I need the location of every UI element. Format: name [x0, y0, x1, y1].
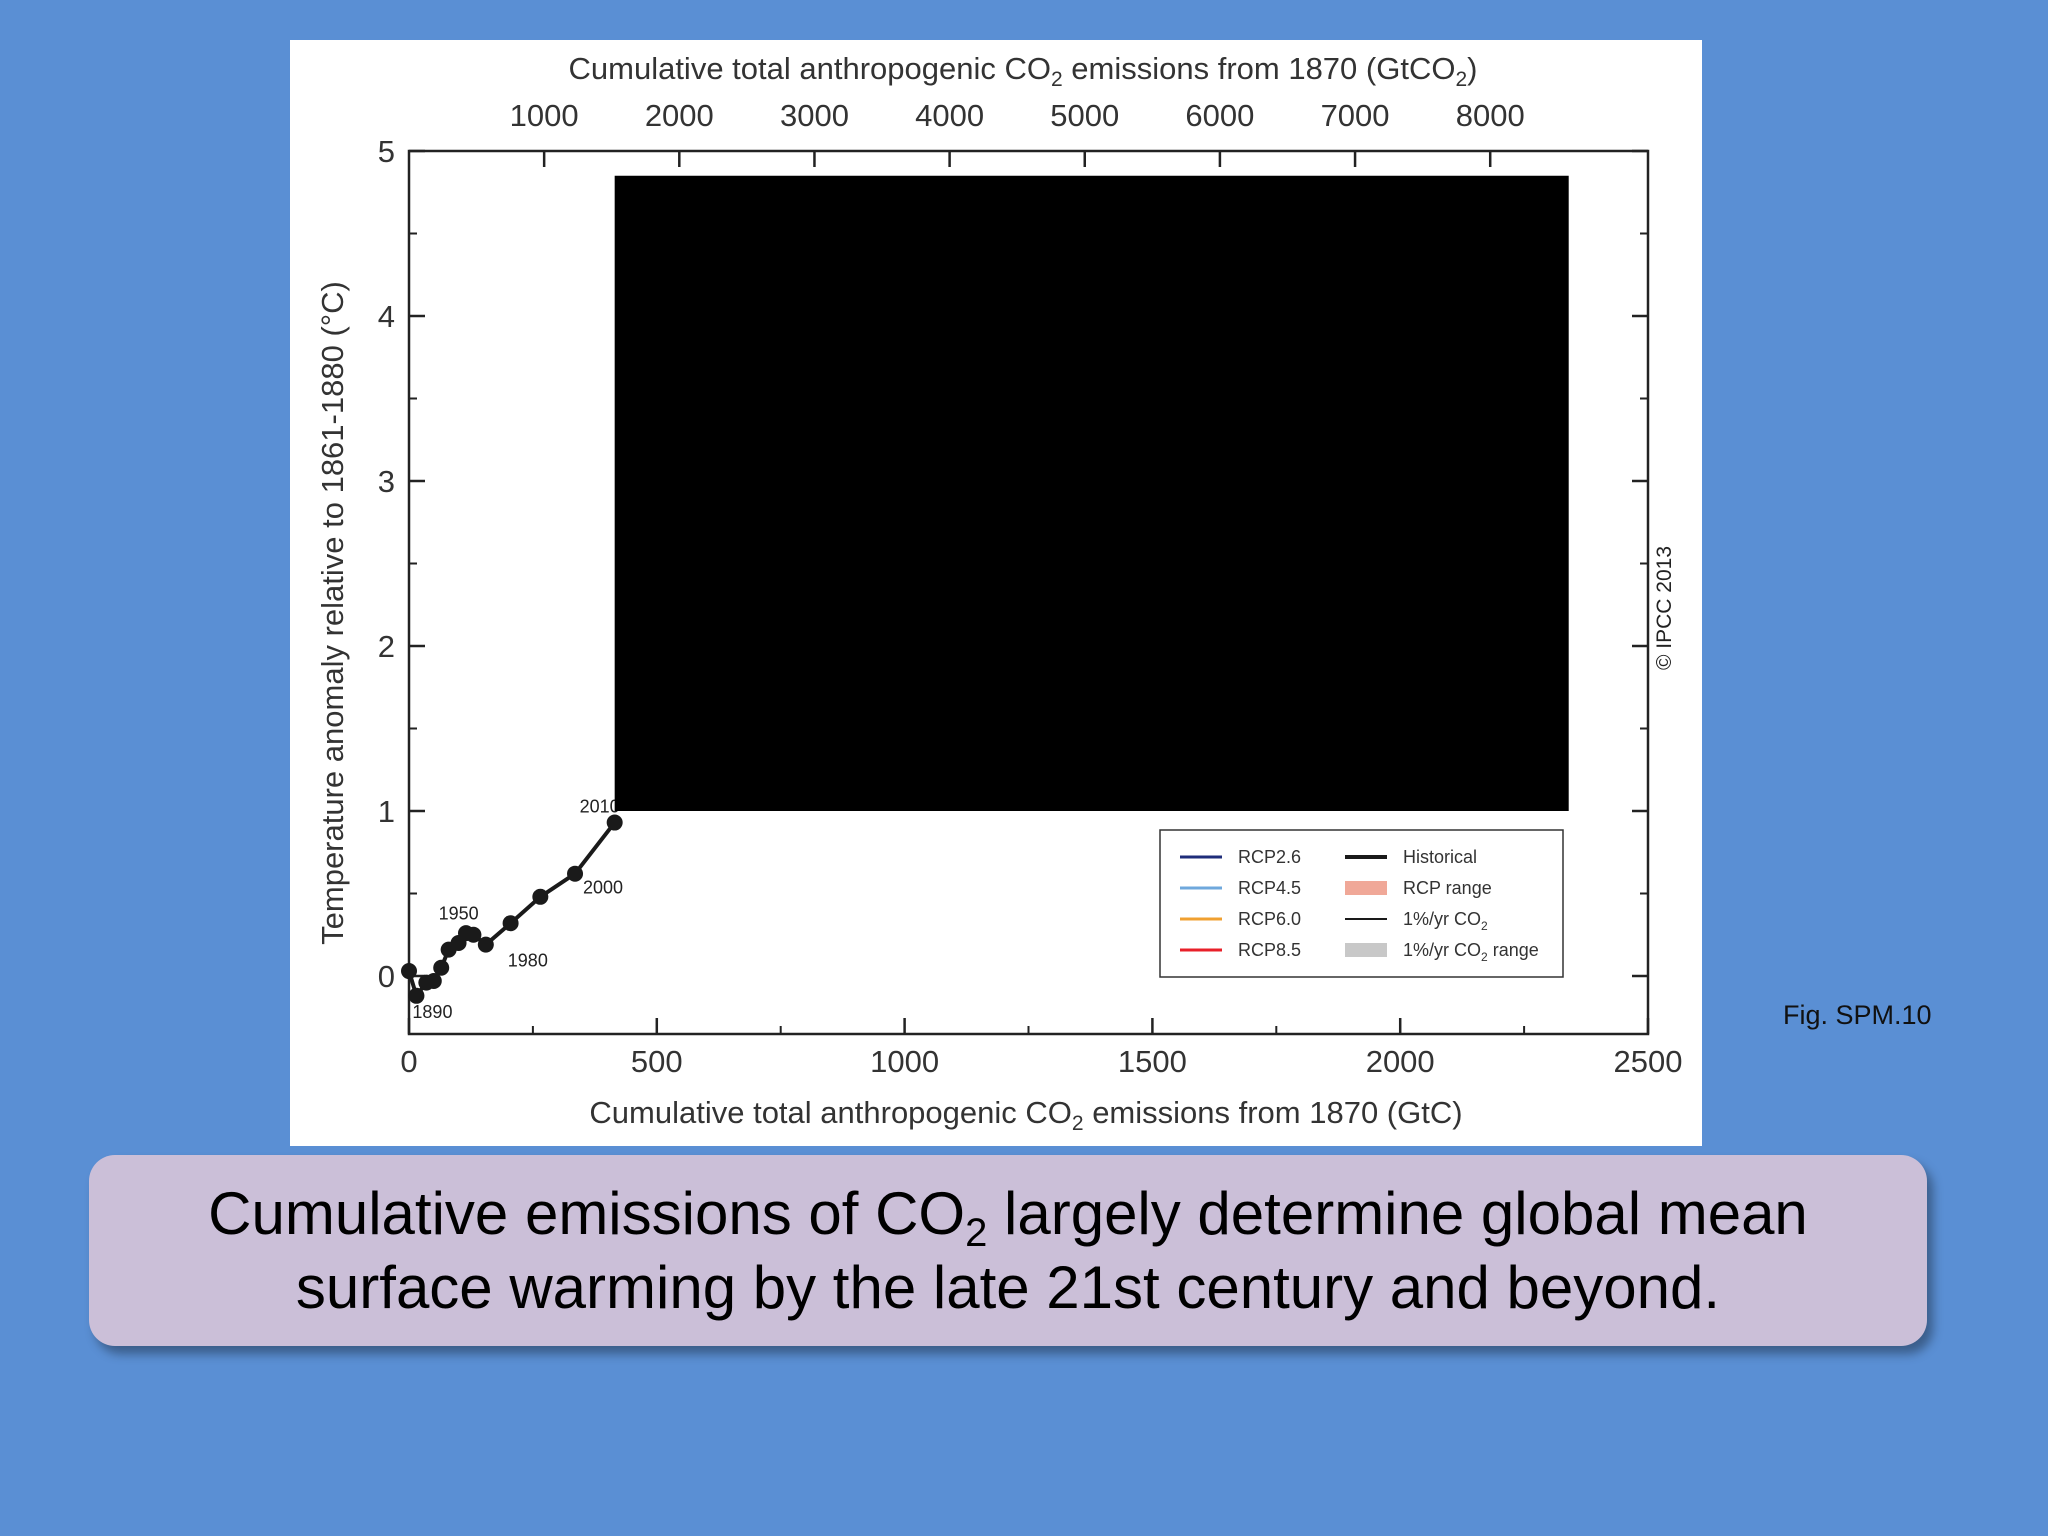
y-tick-label: 4 — [378, 299, 395, 334]
legend-label: Historical — [1403, 847, 1477, 867]
figure-reference: Fig. SPM.10 — [1783, 1000, 1932, 1030]
legend-label: 1%/yr CO2 range — [1403, 940, 1539, 964]
top-axis-title: Cumulative total anthropogenic CO2 emiss… — [569, 51, 1478, 91]
y-tick-label: 5 — [378, 134, 395, 169]
x-tick-label: 2500 — [1614, 1044, 1683, 1079]
historical-point — [425, 972, 442, 989]
year-label: 1950 — [439, 904, 479, 924]
caption-subscript: 2 — [965, 1210, 988, 1255]
historical-point — [532, 888, 549, 905]
top-tick-label: 1000 — [510, 98, 579, 133]
y-tick-label: 3 — [378, 464, 395, 499]
y-tick-label: 0 — [378, 959, 395, 994]
year-label: 2010 — [580, 797, 620, 817]
top-tick-label: 8000 — [1456, 98, 1525, 133]
legend-label: RCP8.5 — [1238, 940, 1301, 960]
historical-point — [502, 915, 519, 932]
bottom-axis-title: Cumulative total anthropogenic CO2 emiss… — [589, 1095, 1462, 1135]
caption-line1-end: largely determine global mean — [987, 1179, 1808, 1247]
x-tick-label: 1500 — [1118, 1044, 1187, 1079]
top-tick-label: 2000 — [645, 98, 714, 133]
top-tick-label: 3000 — [780, 98, 849, 133]
x-tick-label: 500 — [631, 1044, 683, 1079]
historical-point — [477, 936, 494, 953]
legend-label: RCP6.0 — [1238, 909, 1301, 929]
top-tick-label: 5000 — [1050, 98, 1119, 133]
legend-swatch — [1345, 943, 1387, 957]
year-label: 1890 — [412, 1002, 452, 1022]
copyright-notice: © IPCC 2013 — [1653, 546, 1676, 670]
historical-point — [401, 963, 417, 980]
legend-label: RCP range — [1403, 878, 1492, 898]
year-label: 1980 — [508, 951, 548, 971]
historical-point — [606, 814, 623, 831]
legend-label: RCP4.5 — [1238, 878, 1301, 898]
legend-entries: RCP2.6 RCP4.5 RCP6.0 RCP8.5 Historical RCP ra… — [1180, 847, 1539, 964]
redaction-block — [614, 175, 1569, 811]
legend-label: RCP2.6 — [1238, 847, 1301, 867]
historical-point — [433, 959, 450, 976]
y-tick-label: 1 — [378, 794, 395, 829]
series-layer: 1890 1950 1980 2000 2010 — [401, 797, 623, 1022]
caption-line1-start: Cumulative emissions of CO — [208, 1179, 966, 1247]
caption-text: Cumulative emissions of CO2 largely dete… — [108, 1177, 1908, 1325]
top-tick-label: 6000 — [1185, 98, 1254, 133]
x-tick-label: 2000 — [1366, 1044, 1435, 1079]
legend-label: 1%/yr CO2 — [1403, 909, 1488, 933]
ticks-layer: 0 500 1000 1500 2000 2500 1000 2000 3000 4000 5000… — [378, 98, 1683, 1079]
top-tick-label: 7000 — [1321, 98, 1390, 133]
caption-box: Cumulative emissions of CO2 largely dete… — [89, 1155, 1927, 1346]
historical-point — [465, 926, 482, 943]
legend-swatch — [1345, 881, 1387, 895]
chart: Cumulative total anthropogenic CO2 emiss… — [315, 51, 1683, 1135]
year-label: 2000 — [583, 878, 623, 898]
y-tick-label: 2 — [378, 629, 395, 664]
legend: RCP2.6 RCP4.5 RCP6.0 RCP8.5 Historical RCP ra… — [1159, 829, 1564, 978]
figure-panel: Cumulative total anthropogenic CO2 emiss… — [290, 40, 1702, 1146]
historical-point — [567, 865, 584, 882]
historical-point — [408, 987, 425, 1004]
caption-line2: surface warming by the late 21st century… — [295, 1253, 1721, 1321]
x-tick-label: 1000 — [870, 1044, 939, 1079]
top-tick-label: 4000 — [915, 98, 984, 133]
x-tick-label: 0 — [400, 1044, 417, 1079]
y-axis-title: Temperature anomaly relative to 1861-188… — [315, 281, 350, 945]
